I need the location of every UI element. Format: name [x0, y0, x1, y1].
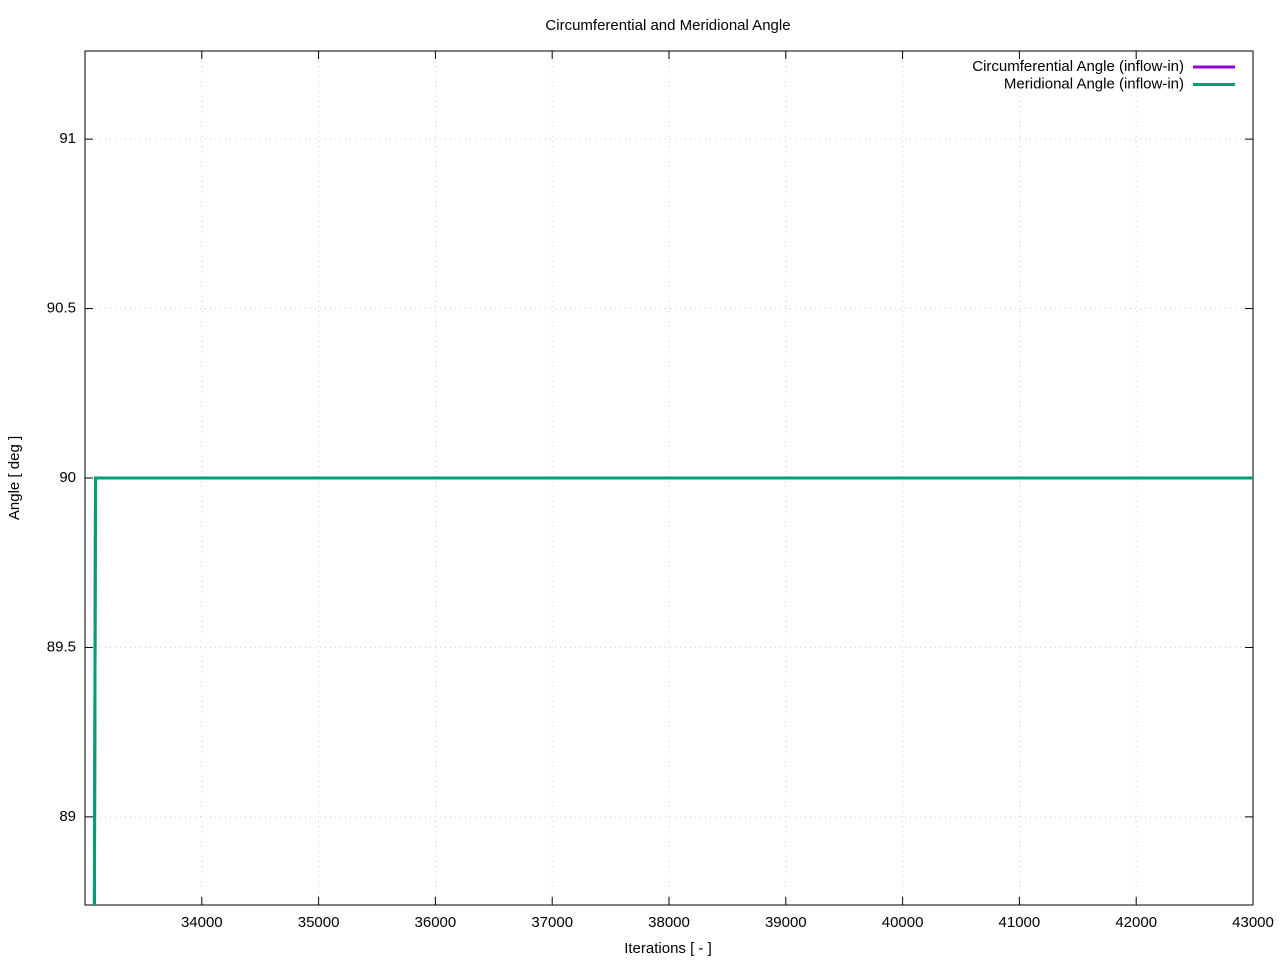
y-tick-label: 91	[59, 130, 76, 147]
y-tick-label: 89.5	[47, 638, 76, 655]
x-tick-label: 41000	[999, 914, 1041, 931]
chart-title: Circumferential and Meridional Angle	[545, 17, 790, 34]
x-tick-label: 40000	[882, 914, 924, 931]
plot-area	[92, 476, 1253, 905]
x-tick-label: 36000	[415, 914, 457, 931]
legend-label: Circumferential Angle (inflow-in)	[972, 58, 1184, 75]
x-tick-label: 35000	[298, 914, 340, 931]
y-axis-label: Angle [ deg ]	[6, 436, 23, 520]
x-axis-label: Iterations [ - ]	[624, 940, 712, 957]
series-line	[92, 476, 1253, 905]
x-tick-label: 34000	[181, 914, 223, 931]
y-tick-label: 90.5	[47, 300, 76, 317]
y-tick-label: 90	[59, 469, 76, 486]
x-tick-label: 37000	[531, 914, 573, 931]
x-tick-label: 38000	[648, 914, 690, 931]
y-tick-label: 89	[59, 808, 76, 825]
x-tick-label: 39000	[765, 914, 807, 931]
legend-label: Meridional Angle (inflow-in)	[1004, 75, 1184, 92]
x-tick-label: 42000	[1115, 914, 1157, 931]
x-tick-label: 43000	[1232, 914, 1274, 931]
